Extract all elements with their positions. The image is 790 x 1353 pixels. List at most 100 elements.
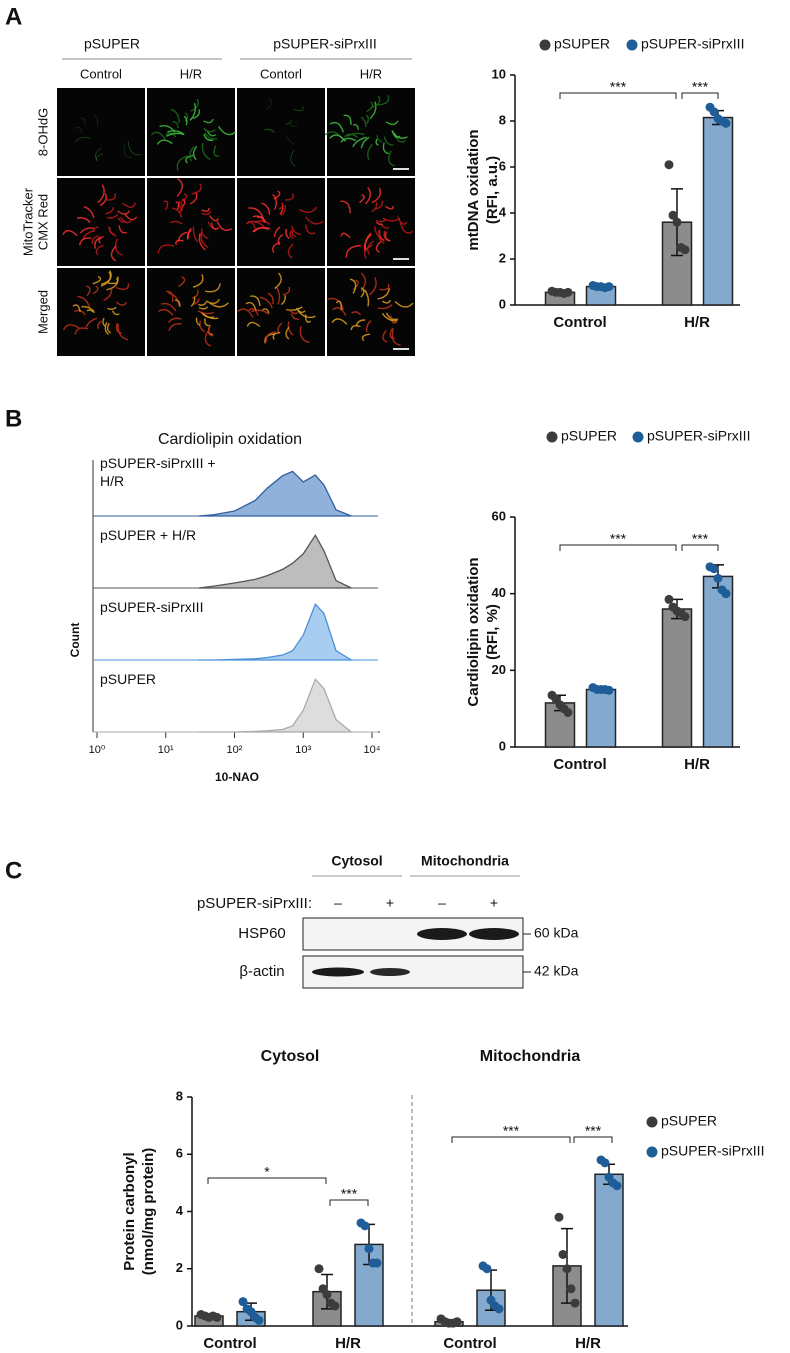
cell-structure (351, 311, 362, 316)
cell-structure (367, 240, 375, 255)
cell-structure (97, 184, 105, 204)
cell-structure (79, 227, 94, 234)
cell-structure (291, 225, 301, 236)
cell-structure (382, 329, 388, 343)
cell-structure (62, 324, 81, 331)
fraction-header: Cytosol (331, 853, 382, 869)
lane-label: + (386, 895, 394, 911)
cell-structure (327, 297, 345, 310)
cell-structure (289, 310, 299, 315)
legend-label: pSUPER-siPrxIII (661, 1143, 764, 1159)
cell-structure (360, 287, 365, 298)
significance-bracket (559, 92, 677, 99)
cell-structure (124, 213, 138, 221)
data-point (709, 107, 719, 117)
cell-structure (99, 192, 107, 207)
cell-structure (291, 229, 297, 238)
cell-structure (363, 234, 372, 252)
cell-structure (250, 295, 261, 307)
cell-structure (261, 202, 271, 215)
cell-structure (346, 132, 365, 137)
x-tick-label: 10⁴ (364, 744, 381, 756)
cell-structure (378, 231, 385, 245)
track-label: pSUPER-siPrxIII (100, 599, 204, 615)
cell-structure (184, 112, 189, 122)
cell-structure (355, 319, 366, 326)
bar (661, 608, 693, 748)
cell-structure (329, 121, 345, 133)
cell-structure (282, 286, 291, 296)
y-tick-label: 0 (499, 738, 506, 753)
cell-structure (79, 117, 86, 126)
y-tick-label: 8 (499, 112, 506, 127)
cell-structure (203, 133, 214, 141)
data-point (709, 564, 719, 574)
x-axis-label: 10-NAO (215, 770, 259, 784)
cell-structure (122, 202, 136, 208)
data-point (482, 1264, 492, 1274)
cell-structure (390, 315, 398, 324)
cell-structure (299, 326, 310, 344)
cell-structure (174, 299, 181, 307)
y-tick-label: 4 (499, 204, 507, 219)
cell-structure (246, 321, 261, 328)
data-point (212, 1312, 222, 1322)
data-point (680, 612, 690, 622)
cell-structure (299, 206, 318, 213)
x-tick-label: Control (443, 1335, 496, 1352)
cell-structure (123, 144, 132, 158)
cell-structure (343, 114, 352, 125)
x-tick-label: 10⁰ (89, 744, 106, 756)
significance-label: *** (585, 1123, 602, 1139)
cell-structure (169, 220, 183, 225)
cell-structure (383, 231, 388, 240)
cell-structure (167, 292, 180, 306)
data-point (721, 589, 731, 599)
cell-structure (365, 186, 372, 205)
cell-structure (371, 188, 382, 204)
histogram-area (198, 602, 354, 661)
cell-structure (95, 244, 104, 256)
y-axis-label: (RFI, a.u.) (484, 156, 501, 224)
cell-structure (104, 322, 109, 336)
cell-structure (109, 227, 115, 235)
column-header: Contorl (260, 66, 302, 81)
cell-structure (340, 232, 351, 239)
cell-structure (168, 322, 182, 331)
cell-structure (361, 333, 370, 342)
data-point (494, 1304, 504, 1314)
cell-structure (278, 202, 284, 210)
bar (585, 688, 617, 748)
cell-structure (201, 142, 211, 161)
data-point (372, 1258, 382, 1268)
cell-structure (92, 285, 99, 295)
cell-structure (175, 201, 180, 211)
cell-structure (329, 134, 347, 142)
cell-structure (376, 135, 383, 143)
cell-structure (171, 207, 183, 218)
cell-structure (285, 326, 290, 340)
cell-structure (277, 233, 284, 246)
cell-structure (203, 118, 214, 124)
data-point (664, 594, 674, 604)
significance-label: *** (610, 79, 627, 95)
protein-label: β-actin (239, 963, 284, 980)
cell-structure (381, 312, 398, 322)
legend-label: pSUPER (661, 1113, 717, 1129)
cell-structure (273, 226, 281, 238)
cell-structure (85, 317, 98, 329)
data-point (322, 1290, 332, 1300)
cell-structure (107, 306, 117, 310)
significance-bracket (573, 1136, 613, 1143)
cell-structure (369, 277, 377, 296)
cell-structure (382, 142, 389, 155)
cell-structure (290, 150, 296, 167)
cell-structure (265, 331, 277, 342)
cell-structure (262, 308, 270, 314)
cell-structure (190, 98, 199, 112)
cell-structure (209, 302, 229, 308)
cell-structure (167, 317, 182, 324)
cell-structure (197, 310, 215, 315)
cell-structure (280, 204, 287, 216)
cell-structure (391, 328, 401, 346)
